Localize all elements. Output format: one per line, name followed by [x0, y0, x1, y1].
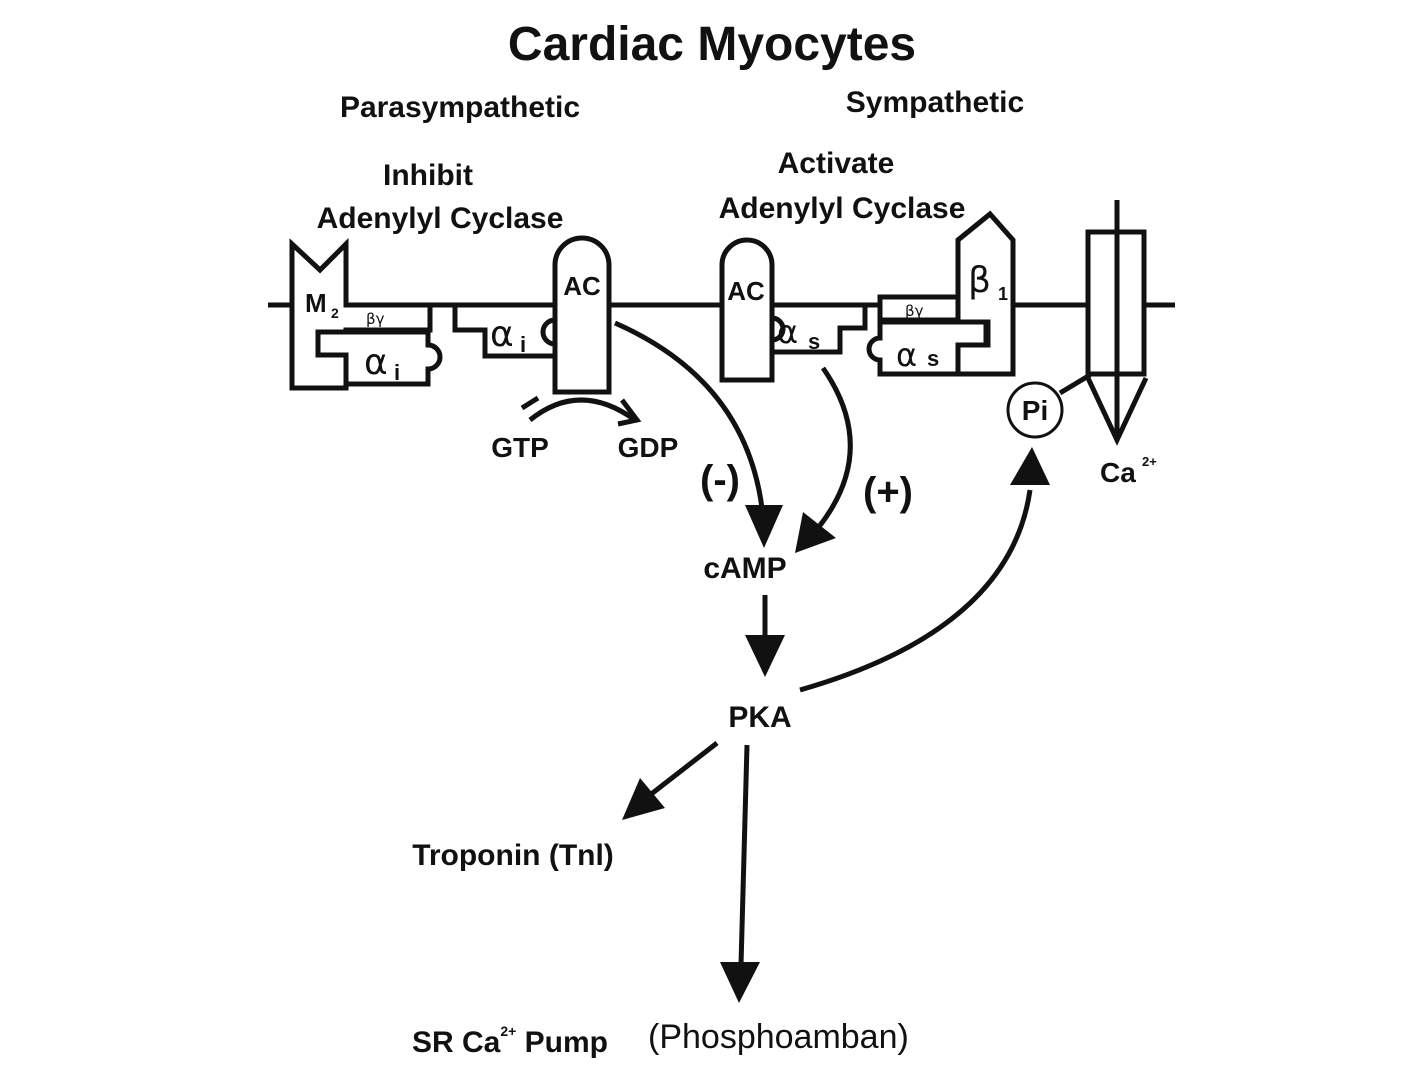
gdp-arrowhead [617, 398, 642, 427]
gtp-tick [520, 395, 540, 411]
parasympathetic-heading: Parasympathetic [340, 91, 580, 124]
alpha-s-free-symbol: α [777, 313, 798, 351]
pka-troponin-shaft [648, 741, 719, 797]
calcium-ion-sup: 2+ [1142, 454, 1157, 469]
pi-link [1058, 372, 1092, 396]
alpha-i-bound-sub: i [394, 360, 400, 385]
sr-pump-label: SR Ca2+ Pump [412, 1023, 608, 1059]
inhibit-label: Inhibit [383, 159, 473, 192]
camp-pka-arrowhead [745, 635, 785, 677]
m2-receptor-sub: 2 [331, 305, 339, 321]
alpha-i-free-sub: i [520, 332, 526, 357]
phosphate-circle [1006, 381, 1064, 439]
alpha-i-bound [315, 329, 443, 387]
pka-label: PKA [728, 701, 791, 734]
inhibit-adenylyl-cyclase-label: Adenylyl Cyclase [317, 202, 564, 235]
beta1-sub: 1 [998, 284, 1008, 304]
alpha-s-free-sub: s [808, 329, 820, 354]
sr-pump-tail: Pump [516, 1026, 608, 1059]
ac-right-label: AC [727, 276, 765, 306]
activate-arrow [816, 366, 853, 530]
sympathetic-heading: Sympathetic [846, 86, 1024, 119]
inhibit-arrow [613, 320, 765, 509]
activate-effect-label: (+) [863, 470, 913, 514]
alpha-s-bound-sub: s [927, 346, 939, 371]
diagram-title: Cardiac Myocytes [508, 18, 916, 71]
beta-gamma-right-label: βγ [905, 302, 924, 320]
adenylyl-cyclase-left [552, 235, 612, 395]
pka-sr-arrowhead [720, 962, 760, 1003]
beta-gamma-left: βγ [366, 310, 385, 328]
phosphate-label: Pi [1022, 395, 1048, 426]
adenylyl-cyclase-right [719, 237, 775, 383]
pka-troponin-arrowhead [622, 778, 665, 820]
sr-pump-main: SR Ca [412, 1026, 501, 1059]
sr-pump-sup: 2+ [500, 1023, 516, 1039]
alpha-s-free [769, 302, 868, 355]
pka-pi-arrowhead [1010, 447, 1050, 485]
calcium-ion-label: Ca [1100, 457, 1136, 488]
gtp-label: GTP [491, 432, 549, 463]
alpha-i-bound-symbol: α [364, 342, 388, 383]
m2-receptor-label: M [305, 288, 327, 318]
gdp-label: GDP [618, 432, 679, 463]
calcium-influx-arrowhead [1085, 376, 1149, 446]
inhibit-arrowhead [745, 505, 783, 548]
inhibit-effect-label: (-) [700, 458, 740, 502]
phospholamban-label: (Phosphoamban) [648, 1018, 909, 1056]
camp-label: cAMP [703, 552, 786, 585]
activate-label: Activate [778, 147, 895, 180]
alpha-i-free-symbol: α [490, 314, 514, 355]
pka-pi-arrow [799, 489, 1033, 693]
pka-sr-shaft [738, 744, 750, 966]
alpha-s-bound [866, 319, 989, 377]
activate-arrowhead [795, 512, 836, 553]
ac-left-label: AC [563, 271, 601, 301]
troponin-label: Troponin (Tnl) [412, 839, 614, 872]
gtp-gdp-arc [528, 397, 637, 423]
alpha-s-bound-symbol: α [896, 336, 917, 374]
beta1-symbol: β [968, 260, 991, 301]
activate-adenylyl-cyclase-label: Adenylyl Cyclase [719, 192, 966, 225]
